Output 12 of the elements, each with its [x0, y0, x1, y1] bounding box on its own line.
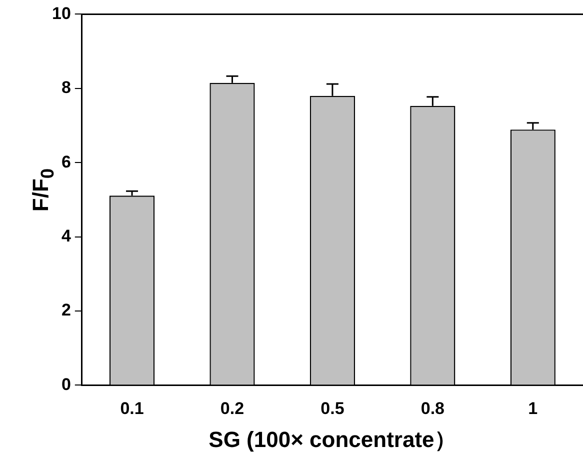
x-tick-label: 0.2	[220, 399, 244, 418]
y-tick-label: 0	[61, 374, 71, 394]
x-tick-label: 0.1	[120, 399, 144, 418]
y-tick-label: 6	[61, 152, 71, 172]
x-axis-title: SG (100× concentrate）	[208, 426, 456, 452]
x-tick-label: 0.5	[320, 399, 344, 418]
y-tick-label: 2	[61, 300, 71, 320]
x-tick-label: 1	[528, 399, 538, 418]
y-tick-label: 8	[61, 78, 71, 98]
x-tick-label: 0.8	[420, 399, 444, 418]
y-tick-label: 10	[52, 4, 71, 23]
y-tick-label: 4	[61, 226, 72, 246]
